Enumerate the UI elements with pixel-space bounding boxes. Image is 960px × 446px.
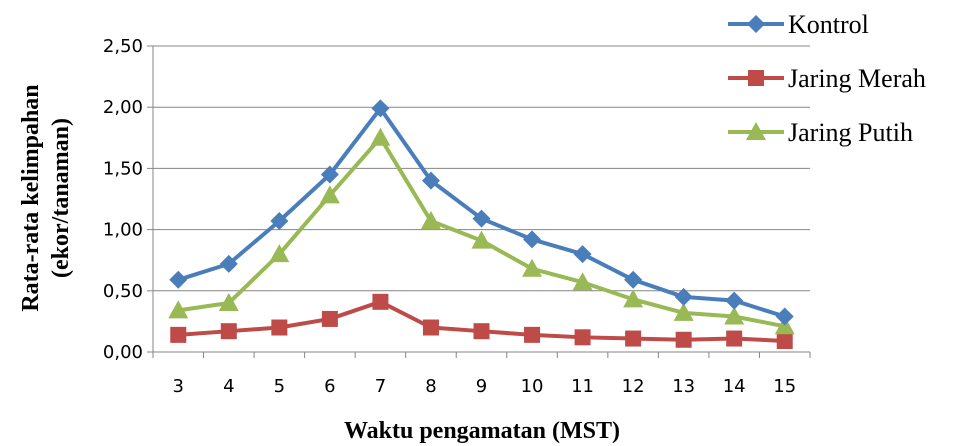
- y-tick-label: 1,50: [103, 158, 143, 179]
- data-point-diamond: [320, 165, 339, 184]
- legend-item: Jaring Merah: [728, 64, 926, 93]
- data-point-square: [271, 319, 288, 336]
- data-point-square: [372, 293, 389, 310]
- data-point-triangle: [471, 230, 492, 249]
- y-gridlines: [153, 45, 810, 292]
- x-axis-title: Waktu pengamatan (MST): [344, 418, 620, 444]
- x-tick-label: 11: [571, 376, 594, 397]
- data-point-triangle: [522, 258, 543, 277]
- y-tick-label: 1,00: [103, 220, 143, 241]
- x-tick-label: 8: [425, 376, 436, 397]
- legend-label: Jaring Putih: [788, 118, 913, 147]
- legend-label: Kontrol: [788, 10, 869, 39]
- data-point-triangle: [370, 127, 391, 146]
- x-tick-labels: 3 4 5 6 7 8 9 10 11 12 13 14 15: [173, 376, 797, 397]
- x-tick-label: 12: [622, 376, 645, 397]
- data-point-square: [574, 329, 591, 346]
- data-point-diamond: [421, 171, 440, 190]
- data-point-square: [473, 323, 490, 340]
- x-tick-label: 6: [324, 376, 335, 397]
- data-point-square: [170, 326, 187, 343]
- data-point-diamond: [674, 287, 693, 306]
- legend-marker-triangle: [746, 122, 766, 140]
- y-tick-label: 2,00: [103, 97, 143, 118]
- data-point-diamond: [775, 307, 794, 326]
- x-tick-label: 5: [274, 376, 285, 397]
- data-point-diamond: [371, 99, 390, 118]
- data-point-triangle: [420, 211, 441, 230]
- y-axis-title-line1: Rata-rata kelimpahan: [18, 84, 44, 311]
- legend: Kontrol Jaring Merah Jaring Putih: [728, 10, 926, 147]
- series-layer: [168, 99, 795, 349]
- data-point-square: [675, 331, 692, 348]
- x-tick-label: 13: [672, 376, 695, 397]
- data-point-diamond: [624, 270, 643, 289]
- data-point-triangle: [673, 302, 694, 321]
- data-point-triangle: [572, 272, 593, 291]
- data-point-triangle: [319, 185, 340, 204]
- legend-item: Kontrol: [728, 10, 869, 39]
- data-point-square: [524, 326, 541, 343]
- y-tick-label: 0,50: [103, 281, 143, 302]
- x-tick-label: 14: [723, 376, 746, 397]
- data-point-square: [776, 332, 793, 349]
- data-point-square: [422, 319, 439, 336]
- data-point-diamond: [472, 209, 491, 228]
- data-point-diamond: [573, 245, 592, 264]
- series-kontrol: [169, 99, 794, 326]
- y-axis-title-line2: (ekor/tanaman): [48, 118, 74, 278]
- series-jaring-putih: [168, 127, 795, 335]
- data-point-diamond: [725, 291, 744, 310]
- y-tick-labels: 0,00 0,50 1,00 1,50 2,00 2,50: [103, 36, 143, 363]
- series-jaring-merah: [170, 293, 793, 349]
- y-tick-label: 0,00: [103, 342, 143, 363]
- data-point-triangle: [218, 293, 239, 312]
- legend-marker-square: [748, 70, 764, 86]
- x-tick-label: 7: [375, 376, 386, 397]
- legend-item: Jaring Putih: [728, 118, 913, 147]
- y-tick-label: 2,50: [103, 36, 143, 57]
- data-point-diamond: [270, 212, 289, 231]
- data-point-square: [625, 330, 642, 347]
- data-point-diamond: [219, 254, 238, 273]
- legend-label: Jaring Merah: [788, 64, 926, 93]
- axes: [147, 45, 811, 358]
- data-point-triangle: [623, 289, 644, 308]
- data-point-diamond: [523, 230, 542, 249]
- x-tick-label: 10: [521, 376, 544, 397]
- data-point-square: [220, 323, 237, 340]
- data-point-triangle: [168, 300, 189, 319]
- data-point-diamond: [169, 270, 188, 289]
- x-tick-label: 4: [223, 376, 234, 397]
- data-point-square: [321, 310, 338, 327]
- x-tick-label: 9: [476, 376, 487, 397]
- legend-marker-diamond: [747, 15, 765, 33]
- data-point-triangle: [724, 306, 745, 325]
- data-point-square: [726, 330, 743, 347]
- x-tick-label: 3: [173, 376, 184, 397]
- x-tick-label: 15: [773, 376, 796, 397]
- data-point-triangle: [269, 244, 290, 263]
